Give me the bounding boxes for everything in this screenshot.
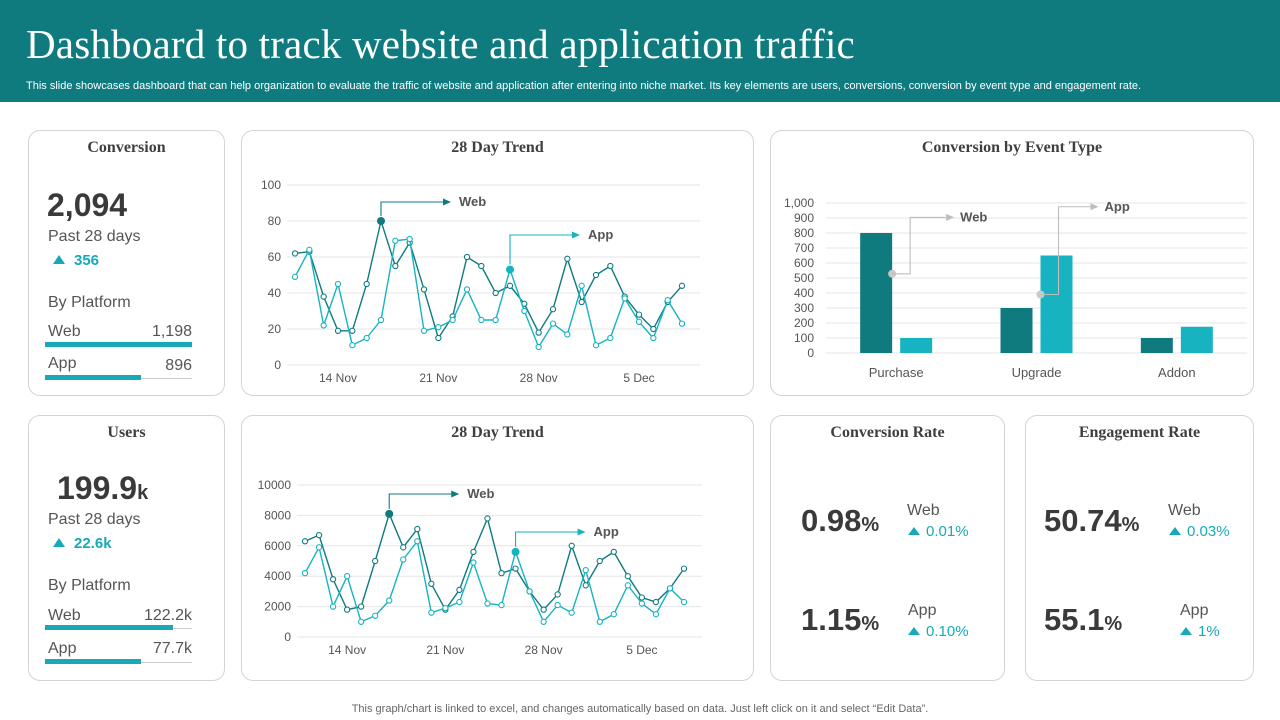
users-card: Users 199.9k Past 28 days 22.6k By Platf… [28,415,225,681]
engagement-rate-app-label: App [1180,602,1209,619]
conversion-rate-app-number: 1.15 [801,602,862,637]
conversion-rate-web-number: 0.98 [801,503,862,538]
users-total-unit: k [137,482,149,504]
conversion-rate-app-delta: 0.10% [908,623,969,640]
engagement-rate-web-label: Web [1168,502,1201,519]
percent-unit: % [861,514,880,536]
users-web-bar [45,625,173,630]
engagement-rate-app-delta: 1% [1180,623,1220,640]
conversion-rate-app-label: App [908,602,937,619]
conversion-app-label: App [48,355,77,372]
conversion-card: Conversion 2,094 Past 28 days 356 By Pla… [28,130,225,396]
users-card-title: Users [107,424,146,441]
percent-unit: % [861,613,880,635]
trend-users-card: 28 Day Trend [241,415,754,681]
engagement-rate-web-value: 50.74% [1044,503,1139,539]
conversion-web-bar [45,342,192,347]
engagement-rate-app-number: 55.1 [1044,602,1105,637]
conversion-app-value: 896 [165,357,192,374]
conversion-rate-web-delta-value: 0.01% [926,523,969,540]
conversion-period: Past 28 days [48,228,141,245]
conversion-web-label: Web [48,323,81,340]
users-web-value: 122.2k [143,607,192,624]
trend-up-icon [908,527,920,535]
page-title: Dashboard to track website and applicati… [26,21,855,67]
users-total-value: 199.9 [57,470,138,506]
engagement-rate-web-delta-value: 0.03% [1187,523,1230,540]
event-type-title: Conversion by Event Type [921,139,1103,156]
trend-users-title: 28 Day Trend [451,424,544,441]
trend-up-icon [1169,527,1181,535]
trend-conversion-card: 28 Day Trend [241,130,754,396]
trend-up-icon [908,627,920,635]
page-subtitle: This slide showcases dashboard that can … [26,80,1142,92]
conversion-rate-app-value: 1.15% [801,602,879,638]
conversion-rate-app-delta-value: 0.10% [926,623,969,640]
conversion-by-platform-label: By Platform [48,294,131,311]
trend-up-icon [1180,627,1192,635]
event-type-card: Conversion by Event Type [770,130,1254,396]
percent-unit: % [1121,514,1140,536]
conversion-app-bar [45,375,141,380]
engagement-rate-title: Engagement Rate [1078,424,1201,441]
trend-conversion-title: 28 Day Trend [451,139,544,156]
users-delta-value: 22.6k [74,535,112,552]
conversion-rate-web-delta: 0.01% [908,523,969,540]
engagement-rate-web-number: 50.74 [1044,503,1122,538]
users-web-label: Web [48,607,81,624]
footer-note: This graph/chart is linked to excel, and… [351,703,929,715]
users-delta: 22.6k [53,535,112,552]
trend-up-icon [53,255,65,264]
users-period: Past 28 days [48,511,141,528]
conversion-web-value: 1,198 [151,323,192,340]
trend-up-icon [53,538,65,547]
conversion-total: 2,094 [47,187,128,223]
users-by-platform-label: By Platform [48,577,131,594]
engagement-rate-card: Engagement Rate 50.74% Web 0.03% 55.1% A… [1025,415,1254,681]
engagement-rate-app-delta-value: 1% [1198,623,1220,640]
conversion-card-title: Conversion [87,139,166,156]
engagement-rate-app-value: 55.1% [1044,602,1122,638]
conversion-rate-web-value: 0.98% [801,503,879,539]
conversion-delta: 356 [53,252,99,269]
conversion-delta-value: 356 [74,252,100,269]
header-banner: Dashboard to track website and applicati… [0,0,1280,102]
users-app-label: App [48,640,77,657]
conversion-rate-title: Conversion Rate [830,424,945,441]
users-app-bar [45,659,141,664]
conversion-rate-card: Conversion Rate 0.98% Web 0.01% 1.15% Ap… [770,415,1005,681]
users-app-value: 77.7k [152,640,192,657]
engagement-rate-web-delta: 0.03% [1169,523,1230,540]
percent-unit: % [1104,613,1123,635]
conversion-rate-web-label: Web [907,502,940,519]
users-total: 199.9k [57,470,148,507]
